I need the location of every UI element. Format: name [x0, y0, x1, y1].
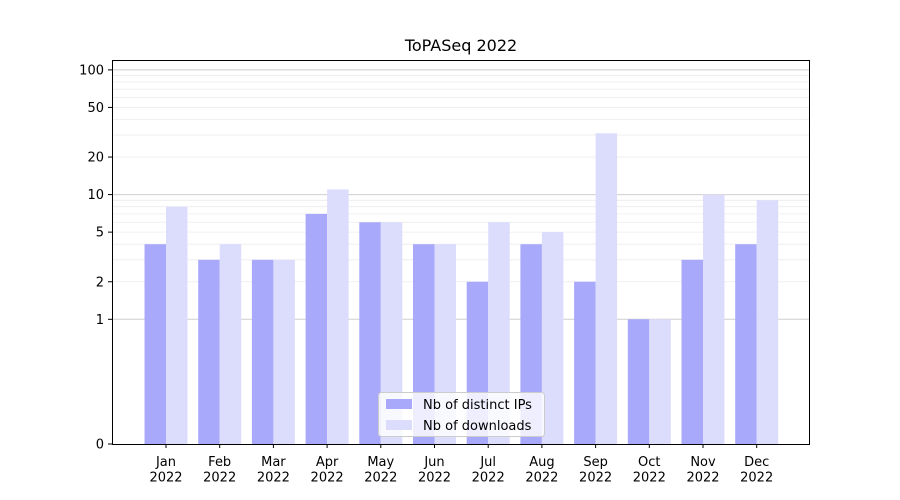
legend-label-distinct-ips: Nb of distinct IPs [423, 398, 532, 413]
chart-title: ToPASeq 2022 [404, 36, 517, 55]
bar-downloads [703, 194, 725, 444]
bar-distinct-ips [251, 259, 274, 444]
x-tick-label: Nov 2022 [686, 455, 719, 486]
x-tick-label: Sep 2022 [579, 455, 612, 486]
x-tick-label: May 2022 [364, 455, 397, 486]
grid-lines [112, 69, 809, 320]
bar-distinct-ips [735, 244, 757, 444]
y-tick-label: 20 [87, 151, 104, 166]
y-tick-label: 5 [96, 226, 104, 241]
bar-downloads [595, 133, 618, 444]
x-tick-label: Jan 2022 [149, 455, 182, 486]
bar-downloads [541, 232, 564, 444]
legend-swatch-distinct-ips [386, 399, 412, 409]
bar-distinct-ips [574, 281, 596, 444]
x-tick-label: Dec 2022 [740, 455, 773, 486]
bar-downloads [380, 222, 403, 444]
x-axis: Jan 2022 Feb 2022 Mar 2022 Apr 2022 May 2022 Jun 20… [149, 444, 773, 486]
x-tick-label: Aug 2022 [525, 455, 558, 486]
y-tick-label: 10 [87, 188, 104, 203]
bar-distinct-ips [144, 244, 166, 444]
bar-downloads [488, 222, 510, 444]
y-axis: 0 1 2 5 10 20 50 100 [79, 63, 112, 453]
bar-distinct-ips [627, 319, 650, 444]
legend: Nb of distinct IPs Nb of downloads [378, 392, 545, 437]
y-tick-label: 50 [87, 101, 104, 116]
bar-distinct-ips [359, 222, 381, 444]
bar-downloads [219, 244, 242, 444]
bar-downloads [273, 259, 295, 444]
x-tick-label: Oct 2022 [633, 455, 666, 486]
bar-downloads [327, 189, 349, 444]
y-tick-label: 1 [96, 313, 104, 328]
x-tick-label: Feb 2022 [203, 455, 236, 486]
x-tick-label: Apr 2022 [311, 455, 344, 486]
legend-frame [378, 392, 545, 437]
bar-distinct-ips [305, 213, 328, 444]
y-tick-label: 0 [96, 438, 104, 453]
bar-downloads [756, 200, 779, 444]
bar-downloads [166, 206, 188, 444]
bar-downloads [649, 319, 671, 444]
y-tick-label: 100 [79, 63, 104, 78]
legend-swatch-downloads [386, 420, 412, 430]
bar-distinct-ips [198, 259, 220, 444]
x-tick-label: Jul 2022 [472, 455, 505, 486]
x-tick-label: Mar 2022 [257, 455, 290, 486]
x-tick-label: Jun 2022 [418, 455, 451, 486]
legend-label-downloads: Nb of downloads [423, 419, 532, 434]
plot-frame [112, 60, 810, 445]
bar-distinct-ips [681, 259, 703, 444]
y-tick-label: 2 [96, 275, 104, 290]
